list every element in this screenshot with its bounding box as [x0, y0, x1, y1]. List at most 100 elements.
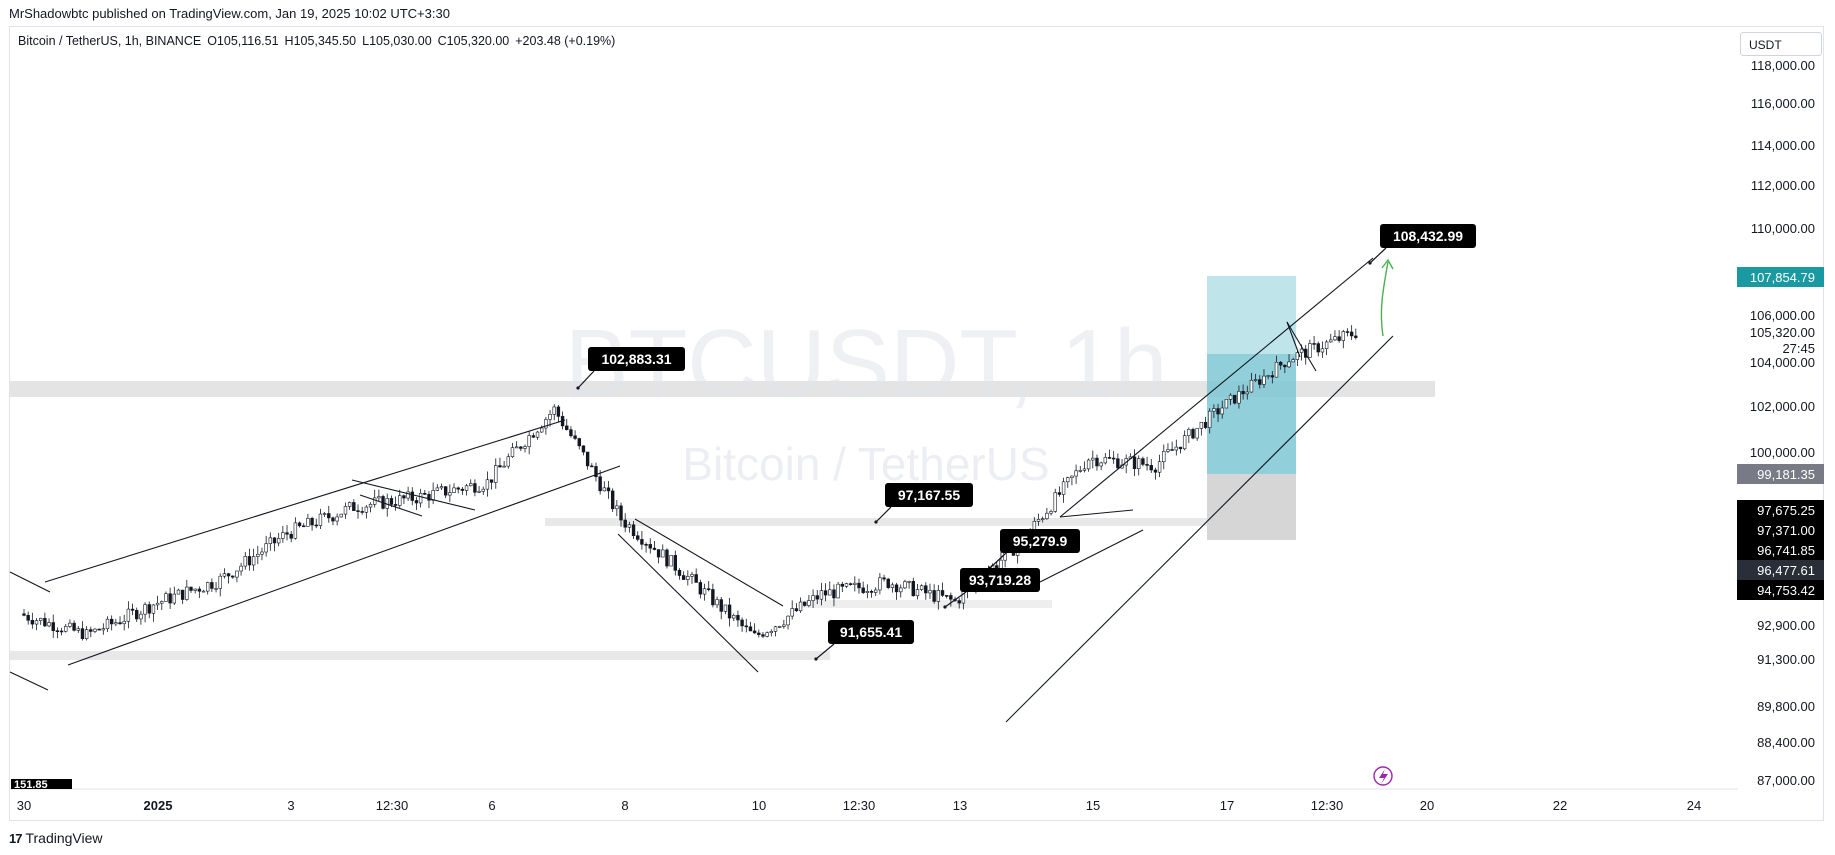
- candle-body: [59, 630, 64, 633]
- candle-body: [189, 586, 193, 591]
- tradingview-brand: TradingView: [25, 830, 103, 846]
- candle-body: [644, 544, 648, 546]
- candle-body: [907, 581, 911, 583]
- candle-body: [435, 487, 440, 491]
- candle-body: [648, 544, 652, 549]
- price-axis[interactable]: 118,000.00 116,000.00 114,000.00 112,000.00…: [1750, 58, 1815, 788]
- wedge-upper: [634, 518, 784, 607]
- candle-body: [1266, 375, 1270, 377]
- candle-body: [1095, 457, 1099, 467]
- bottom-left-tag: 151.85: [14, 779, 48, 791]
- annotation-pointer: [989, 552, 1007, 569]
- candle-body: [548, 414, 552, 420]
- candle-body: [135, 610, 139, 620]
- candle-body: [744, 625, 748, 628]
- candle-body: [481, 488, 485, 492]
- candle-body: [235, 570, 239, 578]
- lightning-icon[interactable]: [1373, 766, 1393, 786]
- candle-body: [1270, 375, 1275, 378]
- candle-body: [89, 629, 93, 632]
- currency-button[interactable]: USDT: [1740, 32, 1822, 56]
- candle-body: [702, 588, 707, 595]
- candle-body: [569, 429, 573, 437]
- annotation-label[interactable]: 108,432.99: [1393, 228, 1463, 244]
- candle-body: [1233, 394, 1237, 404]
- candle-body: [1199, 421, 1204, 429]
- candle-body: [410, 491, 414, 501]
- candle-body: [306, 518, 310, 527]
- price-axis-label: 118,000.00: [1751, 58, 1815, 73]
- candle-body: [706, 588, 711, 591]
- candle-body: [539, 427, 544, 433]
- candle-body: [502, 465, 506, 468]
- position-target-zone: [1207, 276, 1296, 354]
- candle-body: [544, 419, 548, 429]
- candle-body: [890, 584, 895, 588]
- candle-body: [1145, 464, 1149, 466]
- candle-body: [494, 465, 498, 483]
- candle-body: [1174, 446, 1179, 451]
- candle-body: [68, 622, 72, 627]
- candle-body: [903, 581, 907, 589]
- position-entry-zone: [1207, 354, 1296, 474]
- candle-body: [34, 620, 39, 625]
- candle-body: [711, 589, 715, 606]
- price-axis-label: 100,000.00: [1750, 445, 1815, 460]
- price-axis-label: 88,400.00: [1757, 735, 1815, 750]
- candle-body: [681, 575, 686, 580]
- candle-body: [118, 622, 122, 625]
- candle-body: [719, 599, 723, 612]
- symbol-name[interactable]: Bitcoin / TetherUS, 1h, BINANCE: [18, 34, 202, 48]
- candle-body: [723, 604, 728, 612]
- flag-1-lower: [359, 494, 423, 517]
- time-axis[interactable]: 30 2025 3 12:30 6 8 10 12:30 13 15 17 12:30 20 22 24: [17, 798, 1701, 813]
- annotation-label[interactable]: 95,279.9: [1013, 533, 1068, 549]
- annotation-label[interactable]: 102,883.31: [601, 351, 671, 367]
- candle-body: [201, 590, 206, 593]
- candle-body: [452, 487, 456, 494]
- candle-body: [715, 599, 719, 606]
- candle-body: [886, 578, 890, 588]
- candle-body: [1099, 462, 1103, 467]
- candle-body: [531, 435, 536, 438]
- annotation-label[interactable]: 97,167.55: [898, 487, 960, 503]
- price-axis-label: 102,000.00: [1750, 399, 1815, 414]
- candle-body: [1299, 348, 1304, 353]
- price-axis-label: 116,000.00: [1751, 96, 1815, 111]
- candle-body: [995, 565, 999, 569]
- candle-body: [594, 466, 598, 478]
- annotation-label-bg: [588, 347, 685, 371]
- annotation-label[interactable]: 93,719.28: [969, 572, 1031, 588]
- tradingview-logo[interactable]: 17 TradingView: [9, 830, 103, 846]
- candle-body: [1283, 364, 1287, 368]
- candle-body: [377, 496, 381, 499]
- candle-body: [414, 500, 419, 504]
- candle-body: [473, 483, 477, 493]
- candle-body: [1153, 469, 1158, 473]
- candle-body: [352, 502, 356, 511]
- candle-body: [22, 613, 26, 616]
- time-axis-label: 30: [17, 798, 31, 813]
- candle-body: [807, 600, 811, 606]
- candle-body: [1103, 457, 1108, 464]
- candle-body: [924, 585, 928, 594]
- candle-body: [176, 589, 181, 595]
- candle-body: [769, 631, 774, 634]
- candle-body: [1345, 331, 1350, 333]
- candle-body: [356, 510, 360, 512]
- candle-body: [623, 519, 627, 528]
- candle-body: [1086, 459, 1091, 470]
- price-tag: 105,320.00: [1750, 325, 1815, 340]
- candle-body: [669, 555, 673, 567]
- candle-body: [268, 537, 273, 544]
- price-tag-bg: [1737, 560, 1824, 580]
- candle-body: [1341, 331, 1346, 341]
- wedge-lower: [617, 533, 759, 673]
- candle-body: [727, 604, 732, 619]
- annotation-label[interactable]: 91,655.41: [840, 624, 902, 640]
- price-axis-label: 91,300.00: [1757, 652, 1815, 667]
- time-axis-label: 22: [1553, 798, 1567, 813]
- time-axis-label: 8: [621, 798, 628, 813]
